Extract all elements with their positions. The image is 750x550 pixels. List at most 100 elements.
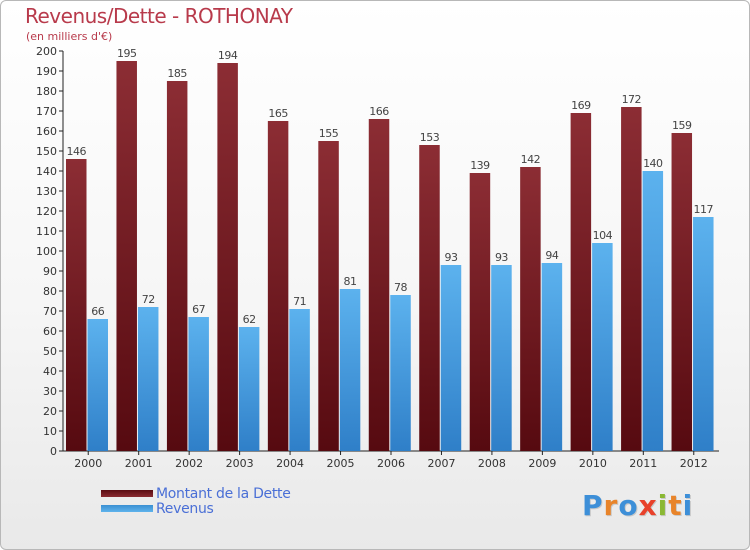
legend-label-revenus: Revenus <box>156 501 214 517</box>
bar-debt <box>217 63 238 451</box>
data-label-debt: 146 <box>67 145 87 158</box>
y-tick-label: 100 <box>36 245 57 258</box>
y-tick-label: 200 <box>36 45 57 58</box>
bar-debt <box>621 107 642 451</box>
x-tick-label: 2009 <box>528 457 556 470</box>
bar-revenus <box>440 265 462 451</box>
bar-debt <box>671 133 693 451</box>
y-tick-label: 60 <box>43 325 57 338</box>
bar-revenus <box>541 263 563 451</box>
data-label-revenus: 81 <box>344 275 357 288</box>
y-tick-label: 20 <box>43 405 57 418</box>
data-label-revenus: 140 <box>643 157 663 170</box>
bar-debt <box>66 159 87 451</box>
data-label-revenus: 93 <box>495 251 508 264</box>
bar-debt <box>520 167 541 451</box>
x-tick-label: 2011 <box>629 457 657 470</box>
data-label-debt: 166 <box>369 105 389 118</box>
y-tick-label: 50 <box>43 345 57 358</box>
proxiti-logo: Proxiti <box>582 489 693 522</box>
y-tick-label: 10 <box>43 425 57 438</box>
y-tick-label: 170 <box>36 105 57 118</box>
bar-debt <box>166 81 188 451</box>
bar-debt <box>469 173 491 451</box>
x-tick-label: 2005 <box>327 457 355 470</box>
y-tick-label: 160 <box>36 125 57 138</box>
x-tick-label: 2004 <box>276 457 304 470</box>
bar-revenus <box>491 265 512 451</box>
bar-revenus <box>137 307 159 451</box>
legend-swatch-debt <box>101 490 153 497</box>
x-tick-label: 2010 <box>579 457 607 470</box>
bar-revenus <box>390 295 411 451</box>
y-tick-label: 110 <box>36 225 57 238</box>
data-label-debt: 195 <box>117 47 137 60</box>
y-tick-label: 180 <box>36 85 57 98</box>
bar-revenus <box>238 327 260 451</box>
data-label-revenus: 117 <box>694 203 714 216</box>
bar-debt <box>116 61 137 451</box>
y-tick-label: 70 <box>43 305 57 318</box>
chart-subtitle: (en milliers d'€) <box>26 30 113 43</box>
y-tick-label: 140 <box>36 165 57 178</box>
data-label-revenus: 94 <box>545 249 558 262</box>
x-tick-label: 2000 <box>74 457 102 470</box>
legend-swatch-revenus <box>101 505 153 512</box>
logo-letter: i <box>682 489 694 522</box>
data-label-debt: 142 <box>521 153 541 166</box>
y-tick-label: 190 <box>36 65 57 78</box>
data-label-revenus: 78 <box>394 281 407 294</box>
data-label-debt: 185 <box>167 67 187 80</box>
bar-debt <box>318 141 339 451</box>
data-label-debt: 153 <box>420 131 440 144</box>
data-label-revenus: 93 <box>444 251 457 264</box>
x-tick-label: 2012 <box>680 457 708 470</box>
data-label-revenus: 62 <box>243 313 256 326</box>
data-label-debt: 155 <box>319 127 339 140</box>
y-tick-label: 90 <box>43 265 57 278</box>
logo-letter: i <box>657 489 669 522</box>
data-label-revenus: 71 <box>293 295 306 308</box>
data-label-revenus: 72 <box>142 293 155 306</box>
logo-letter: t <box>668 489 683 522</box>
y-tick-label: 120 <box>36 205 57 218</box>
logo-letter: P <box>582 489 604 522</box>
data-label-debt: 159 <box>672 119 692 132</box>
data-label-debt: 139 <box>470 159 490 172</box>
logo-letter: o <box>618 489 639 522</box>
data-label-debt: 172 <box>622 93 642 106</box>
logo-letter: x <box>638 489 658 522</box>
data-label-debt: 169 <box>571 99 591 112</box>
chart-title: Revenus/Dette - ROTHONAY <box>25 4 293 28</box>
bar-revenus <box>87 319 108 451</box>
data-label-debt: 165 <box>268 107 288 120</box>
logo-letter: r <box>603 489 619 522</box>
bar-debt <box>267 121 289 451</box>
x-tick-label: 2008 <box>478 457 506 470</box>
data-label-revenus: 66 <box>91 305 104 318</box>
x-tick-label: 2001 <box>125 457 153 470</box>
y-tick-label: 130 <box>36 185 57 198</box>
bar-revenus <box>289 309 310 451</box>
bar-debt <box>570 113 592 451</box>
bar-revenus <box>693 217 714 451</box>
y-tick-label: 40 <box>43 365 57 378</box>
bar-revenus <box>642 171 664 451</box>
bar-revenus <box>339 289 361 451</box>
y-tick-label: 0 <box>50 445 57 458</box>
x-tick-label: 2006 <box>377 457 405 470</box>
bar-revenus <box>592 243 613 451</box>
x-tick-label: 2007 <box>427 457 455 470</box>
x-tick-label: 2003 <box>226 457 254 470</box>
legend-label-debt: Montant de la Dette <box>156 486 291 502</box>
y-tick-label: 150 <box>36 145 57 158</box>
bar-debt <box>419 145 440 451</box>
x-tick-label: 2002 <box>175 457 203 470</box>
data-label-revenus: 104 <box>593 229 613 242</box>
data-label-debt: 194 <box>218 49 238 62</box>
data-label-revenus: 67 <box>192 303 205 316</box>
y-tick-label: 80 <box>43 285 57 298</box>
bar-debt <box>368 119 390 451</box>
